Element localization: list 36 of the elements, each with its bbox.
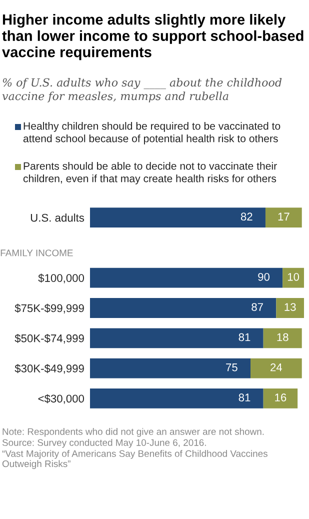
bar [276, 298, 304, 318]
data-label: 16 [275, 394, 286, 402]
bar [263, 328, 302, 348]
data-label: 75 [226, 364, 238, 372]
bar [90, 358, 250, 378]
bar [250, 358, 302, 378]
chart-subtitle: % of U.S. adults who say ____ about the childhood vaccine for measles, mumps and rubella [2, 78, 282, 102]
data-label: 17 [278, 212, 290, 220]
text: “Vast Majority of Americans Say Benefits of Childhood Vaccines Outweigh Risks” [2, 450, 268, 469]
y-tick-label: $30K-$49,999 [14, 364, 84, 374]
y-tick-label: <$30,000 [38, 394, 84, 404]
legend-label: Healthy children should be required to be vaccinated to attend school because of potential health risk to others [23, 122, 280, 144]
data-label: 82 [240, 212, 252, 221]
legend-label: Parents should be able to decide not to vaccinate their children, even if that may create health risks for others [23, 162, 277, 184]
data-label: 10 [288, 272, 300, 281]
bar [90, 328, 264, 348]
y-tick-label: $75K-$99,999 [14, 304, 84, 314]
y-tick-label: $100,000 [38, 274, 84, 284]
chart-title: Higher income adults slightly more likely than lower income to support school-based vaccine requirements [2, 14, 304, 60]
text: FAMILY INCOME [0, 250, 73, 256]
bar [90, 388, 264, 408]
bar [282, 268, 304, 288]
bar [90, 298, 276, 318]
data-label: 90 [258, 272, 270, 281]
data-label: 81 [238, 394, 250, 402]
source-note: Source: Survey conducted May 10-June 6, 2016. [2, 439, 206, 448]
text: Note: Respondents who did not give an answer are not shown. [2, 428, 264, 437]
data-label: 81 [238, 333, 250, 342]
data-label: 24 [270, 363, 282, 372]
data-label: 18 [277, 333, 288, 342]
y-tick-label: U.S. adults [30, 214, 84, 222]
bar [263, 388, 298, 408]
data-label: 87 [252, 303, 263, 311]
data-label: 13 [284, 303, 296, 311]
y-tick-label: $50K-$74,999 [14, 334, 84, 344]
bar [90, 268, 283, 288]
